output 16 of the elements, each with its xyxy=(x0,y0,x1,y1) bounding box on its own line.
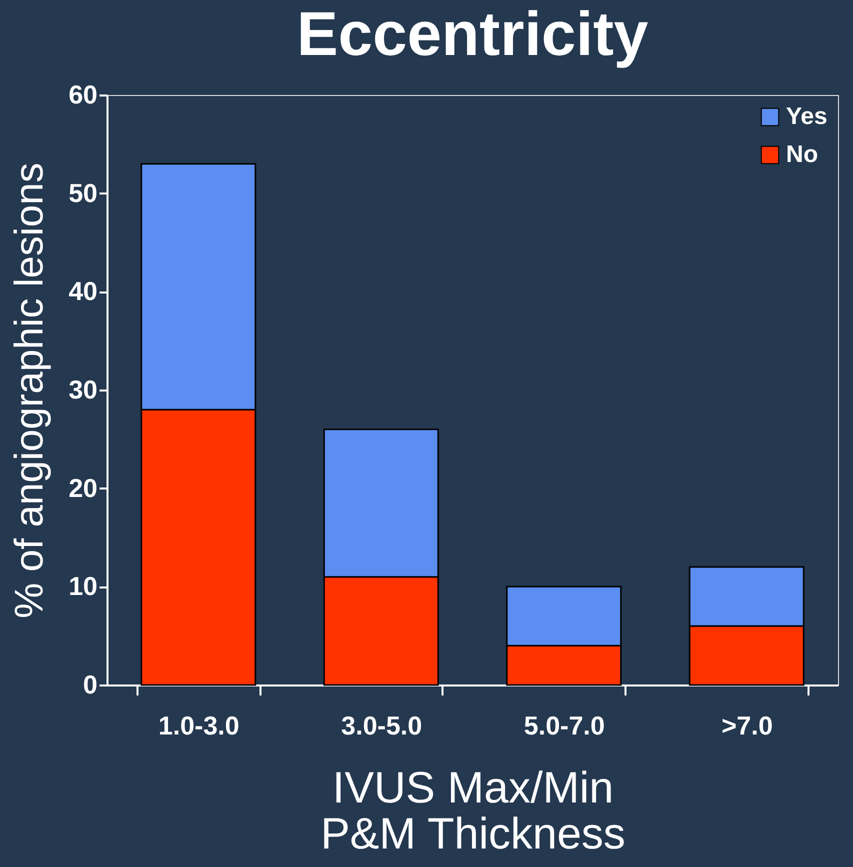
x-axis-title: IVUS Max/Min P&M Thickness xyxy=(320,764,626,858)
x-tick-label: 5.0-7.0 xyxy=(524,710,605,740)
y-tick-label: 20 xyxy=(68,472,98,503)
y-tick-label: 40 xyxy=(68,276,98,306)
chart-title: Eccentricity xyxy=(296,0,649,69)
y-tick-label: 10 xyxy=(68,571,98,602)
x-tick-label: 3.0-5.0 xyxy=(341,710,422,740)
legend-label: Yes xyxy=(786,103,828,130)
y-tick-label: 60 xyxy=(68,80,98,110)
x-tick-label: >7.0 xyxy=(721,710,773,740)
x-tick-label: 1.0-3.0 xyxy=(158,710,240,740)
y-axis-title: % of angiographic lesions xyxy=(8,162,52,618)
y-tick-label: 50 xyxy=(68,178,98,208)
legend-label: No xyxy=(786,141,818,168)
y-tick-label: 0 xyxy=(83,670,98,700)
y-tick-label: 30 xyxy=(68,374,98,404)
